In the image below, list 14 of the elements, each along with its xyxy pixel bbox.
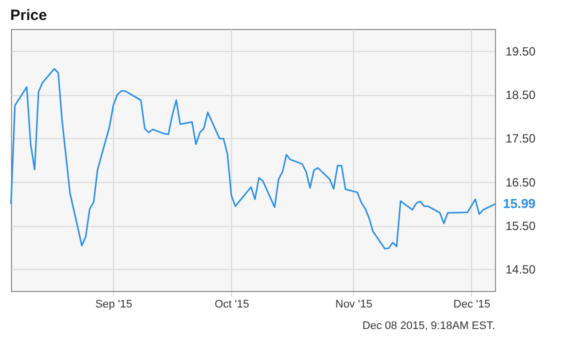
x-tick-label: Sep '15 <box>95 298 132 310</box>
line-series <box>10 68 496 250</box>
chart-title: Price <box>10 7 47 24</box>
y-tick-label: 18.50 <box>506 88 536 102</box>
x-tick-label: Dec '15 <box>453 298 490 310</box>
y-tick-label: 17.50 <box>506 132 536 146</box>
y-tick-label: 14.50 <box>506 262 536 277</box>
annotation: 15.99 <box>503 196 536 212</box>
text: Dec 08 2015, 9:18AM EST. <box>362 320 495 332</box>
x-tick-label: Oct '15 <box>214 298 250 310</box>
y-tick-label: 15.50 <box>506 219 536 233</box>
x-tick-label: Nov '15 <box>335 298 372 310</box>
y-tick-label: 16.50 <box>506 175 536 190</box>
y-tick-label: 19.50 <box>506 44 536 58</box>
